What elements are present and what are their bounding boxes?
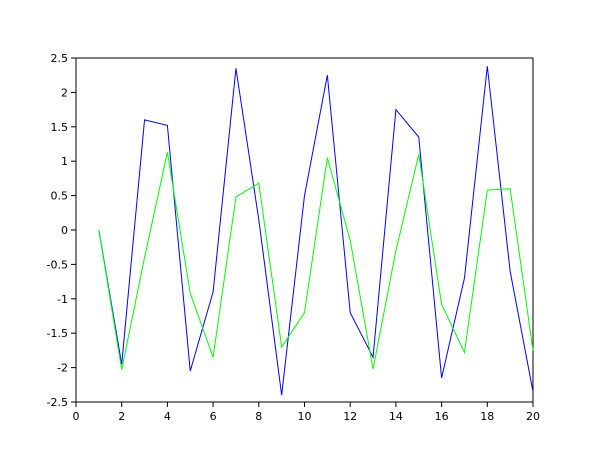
y-tick-label: 1 <box>61 155 68 168</box>
x-tick-label: 8 <box>255 410 262 423</box>
y-tick-label: -1.5 <box>47 327 68 340</box>
x-tick-label: 14 <box>389 410 403 423</box>
y-tick-label: 2 <box>61 86 68 99</box>
x-tick-label: 4 <box>164 410 171 423</box>
series-line <box>98 152 534 370</box>
y-tick-label: -2.5 <box>47 396 68 409</box>
x-tick-label: 10 <box>298 410 312 423</box>
x-tick-label: 0 <box>73 410 80 423</box>
x-tick-label: 16 <box>435 410 449 423</box>
series-line <box>98 66 534 396</box>
y-tick-label: 0.5 <box>51 190 69 203</box>
x-tick-label: 20 <box>526 410 540 423</box>
x-tick-label: 6 <box>210 410 217 423</box>
y-tick-label: -1 <box>57 293 68 306</box>
y-tick-label: 0 <box>61 224 68 237</box>
y-tick-label: 1.5 <box>51 121 69 134</box>
y-tick-label: -2 <box>57 362 68 375</box>
x-tick-label: 2 <box>118 410 125 423</box>
y-tick-label: 2.5 <box>51 52 69 65</box>
y-tick-label: -0.5 <box>47 258 68 271</box>
x-tick-label: 12 <box>343 410 357 423</box>
x-tick-label: 18 <box>480 410 494 423</box>
